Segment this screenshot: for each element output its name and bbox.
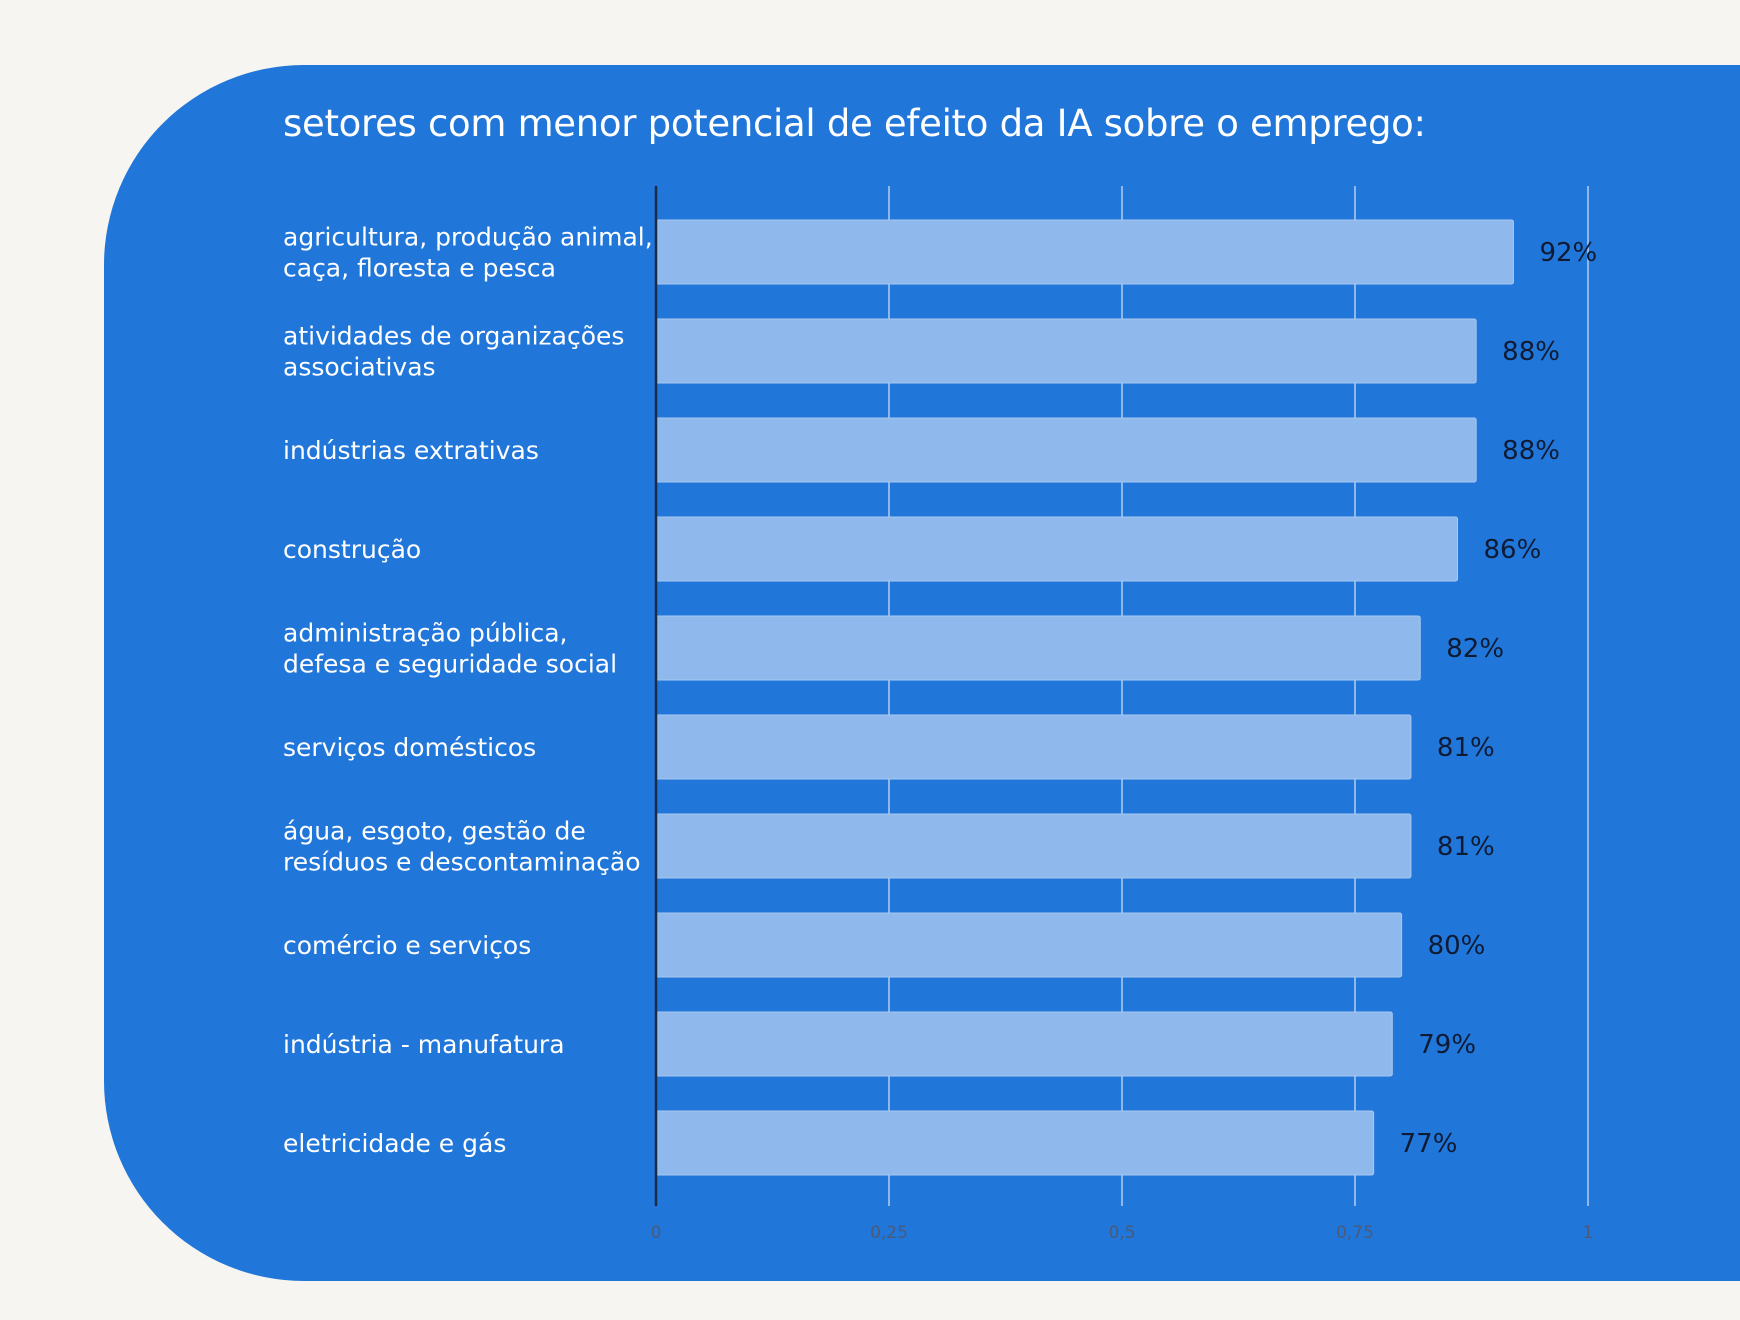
category-label: comércio e serviços — [283, 931, 531, 960]
data-label: 88% — [1502, 436, 1560, 466]
bar — [655, 714, 1412, 780]
data-label: 82% — [1446, 634, 1504, 664]
category-label: indústria - manufatura — [283, 1030, 565, 1059]
data-label: 81% — [1437, 733, 1495, 763]
chart-title: setores com menor potencial de efeito da… — [283, 102, 1426, 145]
category-label: construção — [283, 535, 421, 564]
category-label: atividades de organizações associativas — [283, 322, 624, 382]
data-label: 88% — [1502, 337, 1560, 367]
category-label-line: atividades de organizações — [283, 322, 624, 351]
category-label-line: agricultura, produção animal, — [283, 223, 653, 252]
data-label: 81% — [1437, 832, 1495, 862]
bar — [655, 1011, 1393, 1077]
category-label-line: administração pública, — [283, 619, 568, 648]
x-tick-label: 1 — [1583, 1223, 1594, 1243]
category-label-line: serviços domésticos — [283, 733, 536, 762]
category-label: administração pública, defesa e seguridad… — [283, 619, 617, 679]
bar — [655, 1110, 1375, 1176]
category-label-line: caça, floresta e pesca — [283, 254, 556, 283]
bar — [655, 813, 1412, 879]
bar — [655, 219, 1514, 285]
category-label-line: defesa e seguridade social — [283, 650, 617, 679]
x-tick-label: 0 — [651, 1223, 662, 1243]
category-label: eletricidade e gás — [283, 1129, 506, 1158]
data-label: 80% — [1428, 931, 1486, 961]
data-label: 77% — [1400, 1129, 1458, 1159]
category-label-line: resíduos e descontaminação — [283, 848, 641, 877]
bar — [655, 417, 1477, 483]
category-label-line: eletricidade e gás — [283, 1129, 506, 1158]
category-label: indústrias extrativas — [283, 436, 539, 465]
x-tick-label: 0,5 — [1108, 1223, 1135, 1243]
category-label-line: indústria - manufatura — [283, 1030, 565, 1059]
x-tick-label: 0,25 — [870, 1223, 908, 1243]
bar — [655, 516, 1459, 582]
data-label: 79% — [1418, 1030, 1476, 1060]
x-tick-label: 0,75 — [1336, 1223, 1374, 1243]
category-label-line: associativas — [283, 353, 436, 382]
bar — [655, 912, 1403, 978]
data-label: 86% — [1484, 535, 1542, 565]
category-label-line: água, esgoto, gestão de — [283, 817, 586, 846]
data-label: 92% — [1539, 238, 1597, 268]
category-label-line: indústrias extrativas — [283, 436, 539, 465]
category-label: serviços domésticos — [283, 733, 536, 762]
category-label: água, esgoto, gestão de resíduos e descon… — [283, 817, 641, 877]
category-label-line: construção — [283, 535, 421, 564]
category-label: agricultura, produção animal, caça, flore… — [283, 223, 653, 283]
category-label-line: comércio e serviços — [283, 931, 531, 960]
bar — [655, 615, 1421, 681]
bar — [655, 318, 1477, 384]
